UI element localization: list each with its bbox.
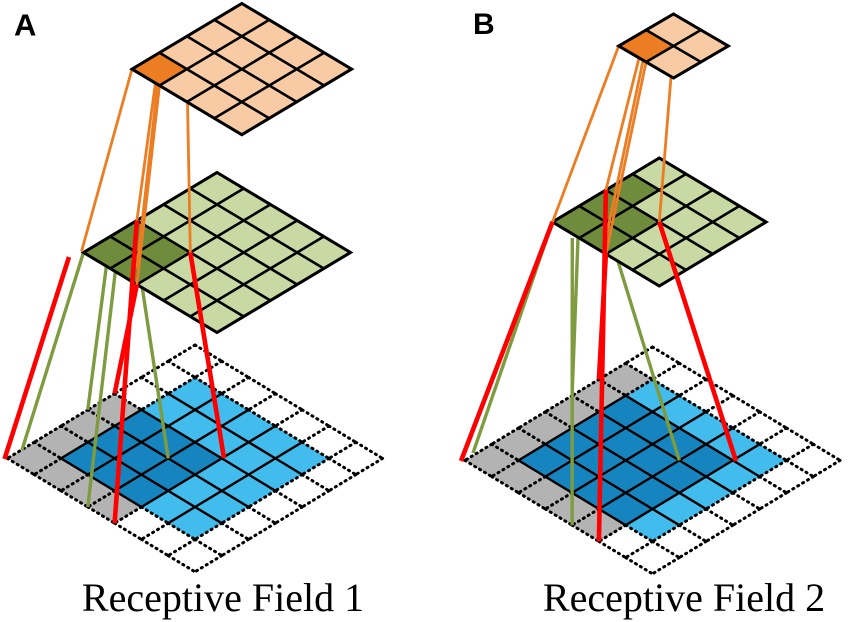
svg-text:B: B [473, 8, 495, 41]
svg-text:Receptive Field 1: Receptive Field 1 [82, 575, 364, 620]
svg-text:A: A [14, 8, 36, 43]
svg-text:Receptive Field 2: Receptive Field 2 [543, 575, 825, 620]
